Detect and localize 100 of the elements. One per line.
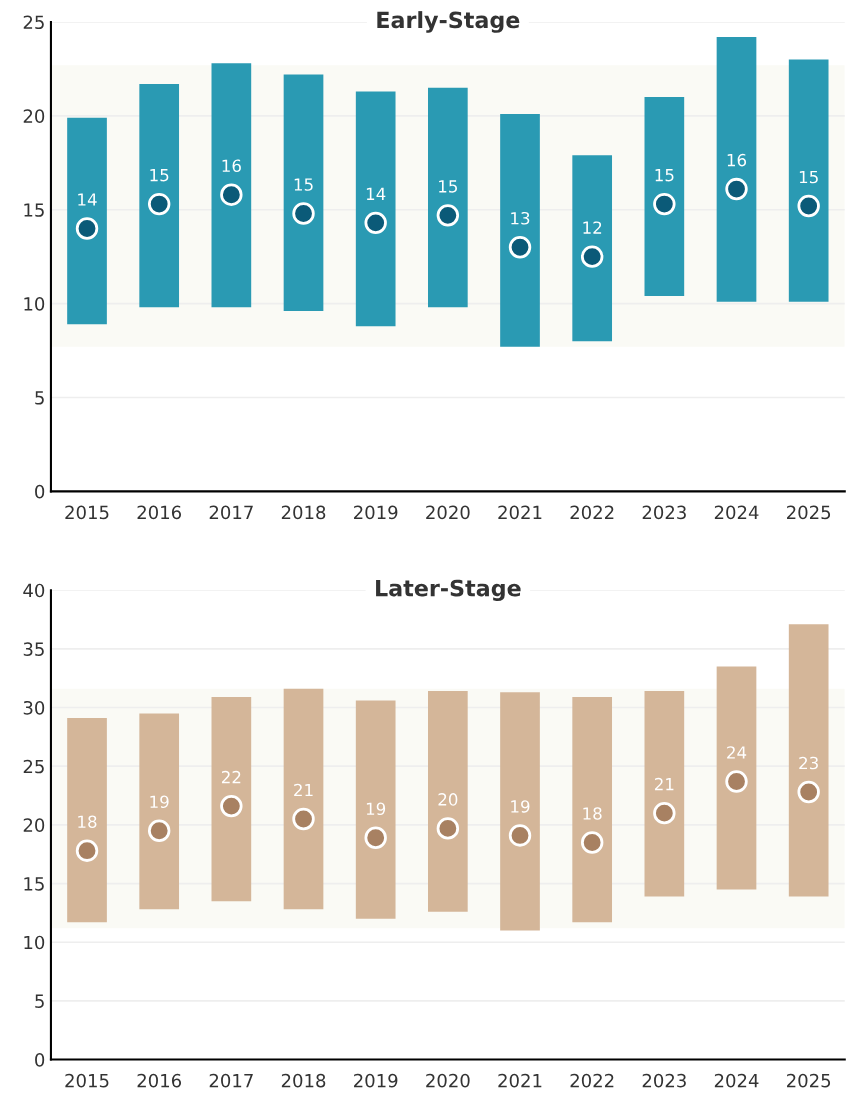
y-tick-label: 15 (24, 877, 44, 891)
x-tick-label: 2015 (65, 1073, 109, 1088)
data-label: 14 (78, 193, 97, 206)
data-label: 20 (438, 793, 458, 806)
point (75, 839, 99, 862)
data-label: 15 (150, 169, 169, 182)
x-tick-label: 2018 (281, 1073, 326, 1088)
chart-title: Later-Stage (376, 579, 521, 601)
y-tick-label: 20 (23, 818, 45, 832)
data-label: 18 (78, 815, 97, 829)
y-tick-label: 40 (23, 583, 45, 598)
y-tick-label: 25 (23, 15, 44, 30)
y-tick-label: 35 (23, 642, 44, 656)
x-tick-label: 2024 (714, 1073, 759, 1088)
bar (283, 74, 324, 312)
data-label: 24 (727, 746, 747, 759)
point (725, 770, 748, 793)
bar (67, 117, 107, 325)
x-tick-label: 2018 (281, 505, 326, 520)
point (292, 807, 315, 831)
y-tick-label: 30 (23, 700, 45, 715)
data-label: 22 (221, 770, 241, 784)
bar (139, 713, 180, 910)
point (220, 183, 243, 206)
data-label: 23 (799, 756, 818, 770)
y-tick-label: 5 (35, 994, 44, 1009)
x-tick-label: 2023 (642, 1073, 686, 1088)
y-tick-label: 20 (23, 109, 45, 123)
point (220, 794, 243, 818)
point (797, 194, 820, 218)
x-tick-label: 2024 (714, 505, 759, 520)
point (147, 819, 171, 842)
y-tick-label: 10 (24, 297, 45, 311)
point (364, 826, 387, 849)
x-tick-label: 2019 (354, 1073, 398, 1088)
point (797, 780, 820, 804)
point (436, 204, 460, 227)
point (292, 202, 315, 225)
point (364, 211, 387, 235)
x-tick-label: 2017 (209, 1073, 253, 1088)
bar (211, 696, 252, 902)
bar (644, 691, 685, 897)
data-label: 19 (366, 802, 386, 816)
point (580, 831, 604, 854)
bar (67, 718, 107, 923)
x-tick-label: 2016 (137, 505, 182, 520)
data-label: 16 (727, 153, 747, 167)
x-tick-label: 2016 (137, 1073, 182, 1088)
point (653, 192, 676, 216)
data-label: 14 (366, 187, 386, 200)
x-tick-label: 2020 (426, 505, 470, 520)
x-tick-label: 2022 (570, 505, 614, 520)
y-tick-label: 25 (23, 759, 44, 774)
data-label: 16 (222, 159, 241, 173)
y-tick-label: 10 (24, 935, 45, 950)
x-tick-label: 2022 (570, 1073, 614, 1088)
data-label: 12 (583, 221, 602, 234)
point (725, 177, 748, 201)
chart-title: Early-Stage (377, 11, 520, 33)
point (653, 801, 676, 825)
bar (355, 700, 396, 919)
bar (788, 59, 829, 302)
x-tick-label: 2021 (498, 505, 542, 520)
point (508, 824, 532, 847)
bar (716, 36, 757, 302)
data-label: 15 (655, 169, 674, 182)
point (75, 217, 99, 240)
bar (572, 155, 613, 342)
x-tick-label: 2015 (65, 505, 109, 520)
x-tick-label: 2025 (787, 505, 831, 520)
bar (428, 691, 468, 912)
point (508, 236, 532, 259)
y-tick-label: 15 (24, 203, 44, 217)
bar (788, 624, 829, 897)
bar (716, 666, 757, 890)
data-label: 15 (294, 178, 313, 191)
data-label: 19 (150, 795, 169, 809)
data-label: 18 (583, 807, 602, 820)
point (580, 245, 604, 268)
bar (355, 91, 396, 327)
point (436, 817, 460, 840)
bar (500, 692, 540, 931)
bar (211, 63, 252, 308)
bar (139, 83, 180, 308)
x-tick-label: 2025 (787, 1073, 831, 1088)
data-label: 15 (439, 180, 457, 193)
x-tick-label: 2020 (426, 1073, 470, 1088)
bar (572, 696, 613, 923)
data-label: 19 (511, 800, 530, 813)
bar (428, 87, 468, 308)
x-tick-label: 2023 (642, 505, 686, 520)
bar (283, 688, 324, 910)
data-label: 15 (799, 170, 818, 184)
x-tick-label: 2019 (354, 505, 398, 520)
data-label: 13 (511, 211, 530, 225)
data-label: 21 (294, 783, 313, 797)
data-label: 21 (654, 777, 674, 791)
point (147, 192, 171, 216)
y-tick-label: 0 (35, 484, 45, 499)
bar (500, 113, 540, 347)
